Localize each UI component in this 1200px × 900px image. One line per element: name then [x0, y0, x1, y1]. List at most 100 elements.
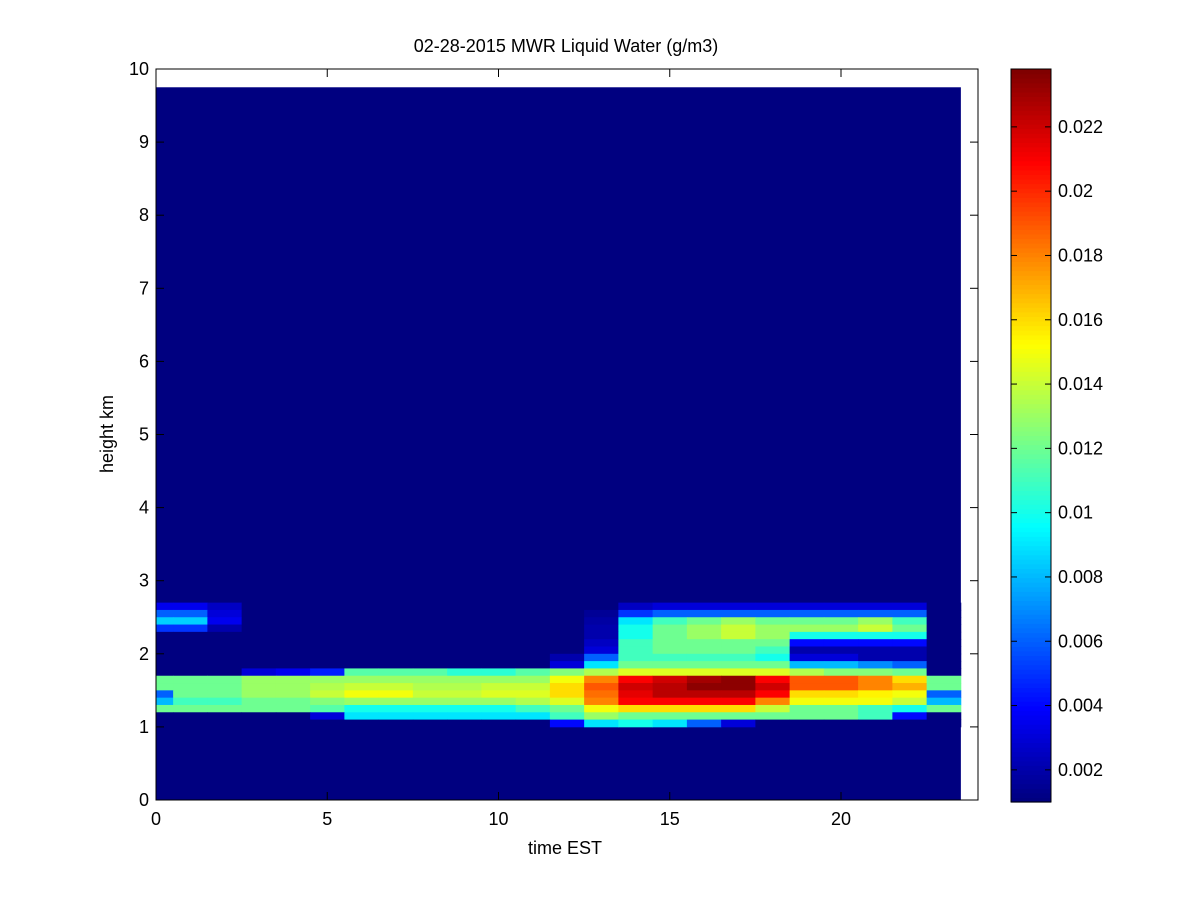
colorbar-strip: [1011, 563, 1051, 569]
heatmap-cell: [156, 668, 174, 677]
heatmap-cell: [344, 624, 380, 633]
heatmap-cell: [447, 617, 482, 625]
heatmap-cell: [173, 690, 208, 699]
heatmap-cell: [686, 719, 722, 728]
colorbar-strip: [1011, 394, 1051, 400]
colorbar-strip: [1011, 165, 1051, 171]
colorbar-strip: [1011, 302, 1051, 308]
heatmap-cell: [652, 661, 688, 669]
heatmap-cell: [447, 697, 482, 706]
colorbar-strip: [1011, 316, 1051, 322]
heatmap-cell: [275, 624, 311, 633]
colorbar-strip: [1011, 605, 1051, 611]
colorbar-strip: [1011, 78, 1051, 84]
heatmap-cell: [584, 675, 619, 684]
heatmap-cell: [755, 675, 791, 684]
colorbar-strip: [1011, 256, 1051, 263]
colorbar-strip: [1011, 298, 1051, 304]
colorbar-strip: [1011, 779, 1051, 785]
heatmap-cell: [926, 631, 962, 640]
heatmap-cell: [755, 719, 791, 728]
heatmap-cell: [823, 690, 859, 699]
colorbar-strip: [1011, 733, 1051, 739]
heatmap-cell: [584, 602, 619, 611]
heatmap-cell: [789, 661, 825, 669]
heatmap-cell: [173, 617, 208, 625]
heatmap-cell: [789, 653, 825, 662]
colorbar-strip: [1011, 618, 1051, 624]
heatmap-cell: [858, 683, 893, 691]
heatmap-cell: [481, 683, 517, 691]
colorbar-strip: [1011, 114, 1051, 120]
colorbar-strip: [1011, 133, 1051, 139]
heatmap-cell: [858, 653, 893, 662]
heatmap-cell: [156, 646, 174, 655]
heatmap-cell: [755, 639, 791, 647]
heatmap-cell: [344, 653, 380, 662]
heatmap-cell: [344, 661, 380, 669]
heatmap-cell: [789, 617, 825, 625]
y-axis-ticks: 0 1 2 3 4 5 6 7 8 9 10: [129, 59, 978, 810]
heatmap-cell: [721, 646, 756, 655]
heatmap-cell: [173, 683, 208, 691]
heatmap-cell: [652, 646, 688, 655]
colorbar-strip: [1011, 238, 1051, 244]
colorbar-strip: [1011, 417, 1051, 423]
heatmap-cell: [686, 661, 722, 669]
heatmap-cell: [310, 617, 345, 625]
colorbar-strip: [1011, 197, 1051, 203]
heatmap-cell: [926, 697, 962, 706]
heatmap-cell: [686, 609, 722, 618]
colorbar-strip: [1011, 705, 1051, 711]
heatmap-cell: [892, 675, 928, 684]
heatmap-cell: [412, 639, 448, 647]
heatmap-cell: [241, 602, 277, 611]
colorbar-strip: [1011, 353, 1051, 359]
heatmap-cell: [207, 697, 243, 706]
heatmap-cell: [378, 719, 414, 728]
heatmap-cell: [481, 617, 517, 625]
heatmap-cell: [447, 704, 482, 713]
colorbar-strip: [1011, 550, 1051, 556]
heatmap-cell: [686, 617, 722, 625]
colorbar-strip: [1011, 430, 1051, 437]
colorbar-strip: [1011, 362, 1051, 368]
heatmap-cell: [549, 661, 585, 669]
heatmap-cell: [378, 617, 414, 625]
heatmap-cell: [207, 617, 243, 625]
heatmap-cell: [926, 639, 962, 647]
colorbar-strip: [1011, 87, 1051, 93]
colorbar-strip: [1011, 229, 1051, 235]
heatmap-cell: [378, 675, 414, 684]
heatmap-cell: [310, 697, 345, 706]
colorbar-strip: [1011, 627, 1051, 634]
heatmap-cell: [892, 602, 928, 611]
heatmap-cell: [686, 653, 722, 662]
heatmap-cell: [447, 683, 482, 691]
heatmap-cell: [156, 683, 174, 691]
colorbar-strip: [1011, 508, 1051, 514]
heatmap-cell: [652, 712, 688, 720]
heatmap-cell: [275, 712, 311, 720]
heatmap-cell: [275, 704, 311, 713]
heatmap-cell: [584, 712, 619, 720]
colorbar-strip: [1011, 572, 1051, 579]
heatmap-cell: [241, 609, 277, 618]
colorbar-strip: [1011, 655, 1051, 661]
heatmap-cell: [584, 639, 619, 647]
heatmap-cell: [892, 631, 928, 640]
heatmap-cell: [892, 668, 928, 677]
heatmap-cell: [549, 675, 585, 684]
heatmap-cell: [858, 697, 893, 706]
colorbar-strip: [1011, 531, 1051, 537]
heatmap-cell: [549, 683, 585, 691]
heatmap-cell: [275, 697, 311, 706]
heatmap-cell: [618, 617, 654, 625]
heatmap-cell: [344, 690, 380, 699]
colorbar-strip: [1011, 156, 1051, 162]
colorbar-frame: [1010, 68, 1052, 803]
heatmap-cell: [515, 683, 551, 691]
colorbar-strip: [1011, 650, 1051, 656]
colorbar-strip: [1011, 279, 1051, 285]
heatmap-cell: [926, 661, 962, 669]
